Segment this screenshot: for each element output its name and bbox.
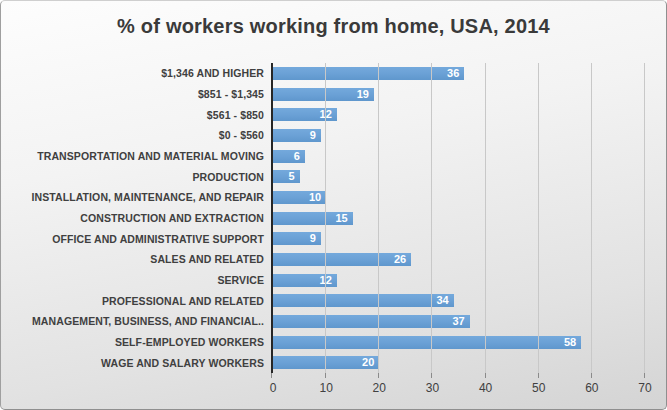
x-axis-tick (378, 373, 379, 378)
x-axis-tick (538, 373, 539, 378)
plot-area: 36191296510159261234375820 0102030405060… (271, 63, 645, 373)
bar-value-label: 58 (564, 337, 576, 348)
x-axis-label: 50 (532, 381, 545, 395)
bar-value-label: 9 (310, 130, 316, 141)
chart-title: % of workers working from home, USA, 201… (1, 15, 666, 38)
category-labels: $1,346 AND HIGHER$851 - $1,345$561 - $85… (3, 63, 271, 373)
x-axis-label: 70 (638, 381, 651, 395)
gridline (378, 63, 379, 373)
gridline (485, 63, 486, 373)
category-label: OFFICE AND ADMINISTRATIVE SUPPORT (3, 228, 271, 249)
chart-frame: % of workers working from home, USA, 201… (0, 0, 667, 410)
bar-value-label: 19 (357, 89, 369, 100)
bar: 36 (273, 67, 464, 80)
bar-value-label: 5 (288, 171, 294, 182)
category-label: CONSTRUCTION AND EXTRACTION (3, 208, 271, 229)
bar-row: 9 (273, 125, 645, 146)
bar-row: 12 (273, 270, 645, 291)
x-axis-tick (271, 373, 272, 378)
x-axis-label: 0 (270, 381, 277, 395)
category-label: $561 - $850 (3, 104, 271, 125)
bar-row: 19 (273, 84, 645, 105)
bar-value-label: 10 (309, 192, 321, 203)
bar-rows: 36191296510159261234375820 (273, 63, 645, 373)
bar: 10 (273, 191, 326, 204)
x-axis-tick (325, 373, 326, 378)
category-label: $0 - $560 (3, 125, 271, 146)
category-label: $851 - $1,345 (3, 84, 271, 105)
bar: 37 (273, 315, 470, 328)
bar: 9 (273, 232, 321, 245)
category-label: $1,346 AND HIGHER (3, 63, 271, 84)
bar-row: 12 (273, 104, 645, 125)
bar-value-label: 34 (436, 295, 448, 306)
bar-row: 10 (273, 187, 645, 208)
category-label: INSTALLATION, MAINTENANCE, AND REPAIR (3, 187, 271, 208)
bar-value-label: 9 (310, 233, 316, 244)
bar-value-label: 36 (447, 68, 459, 79)
category-label: SERVICE (3, 270, 271, 291)
x-axis-label: 10 (319, 381, 332, 395)
bar: 34 (273, 294, 454, 307)
x-axis-label: 60 (585, 381, 598, 395)
bar-chart: $1,346 AND HIGHER$851 - $1,345$561 - $85… (3, 63, 666, 373)
category-label: PRODUCTION (3, 166, 271, 187)
gridline (591, 63, 592, 373)
x-axis-label: 30 (426, 381, 439, 395)
bar-row: 58 (273, 332, 645, 353)
x-axis-tick (485, 373, 486, 378)
bar: 9 (273, 129, 321, 142)
bar: 15 (273, 212, 353, 225)
bar-value-label: 26 (394, 254, 406, 265)
x-axis-tick (591, 373, 592, 378)
bar-value-label: 20 (362, 357, 374, 368)
bar-row: 15 (273, 208, 645, 229)
category-label: SELF-EMPLOYED WORKERS (3, 332, 271, 353)
gridline (431, 63, 432, 373)
x-axis-label: 20 (373, 381, 386, 395)
category-label: MANAGEMENT, BUSINESS, AND FINANCIAL.. (3, 311, 271, 332)
bar: 6 (273, 150, 305, 163)
bar-row: 20 (273, 352, 645, 373)
bar: 19 (273, 88, 374, 101)
bar-value-label: 15 (335, 213, 347, 224)
x-axis-tick (431, 373, 432, 378)
bar-row: 5 (273, 166, 645, 187)
bar-row: 9 (273, 228, 645, 249)
gridline (644, 63, 645, 373)
bar: 26 (273, 253, 411, 266)
bar-row: 26 (273, 249, 645, 270)
gridline (538, 63, 539, 373)
bar: 12 (273, 274, 337, 287)
category-label: PROFESSIONAL AND RELATED (3, 290, 271, 311)
bar: 58 (273, 336, 581, 349)
bar-value-label: 6 (294, 151, 300, 162)
bar-row: 34 (273, 290, 645, 311)
category-label: SALES AND RELATED (3, 249, 271, 270)
x-axis-label: 40 (479, 381, 492, 395)
bar-value-label: 37 (452, 316, 464, 327)
bar-row: 36 (273, 63, 645, 84)
bar-row: 6 (273, 146, 645, 167)
bar: 12 (273, 108, 337, 121)
bar: 20 (273, 356, 379, 369)
bar-row: 37 (273, 311, 645, 332)
category-label: WAGE AND SALARY WORKERS (3, 352, 271, 373)
category-label: TRANSPORTATION AND MATERIAL MOVING (3, 146, 271, 167)
gridline (325, 63, 326, 373)
x-axis-tick (644, 373, 645, 378)
bar: 5 (273, 170, 300, 183)
